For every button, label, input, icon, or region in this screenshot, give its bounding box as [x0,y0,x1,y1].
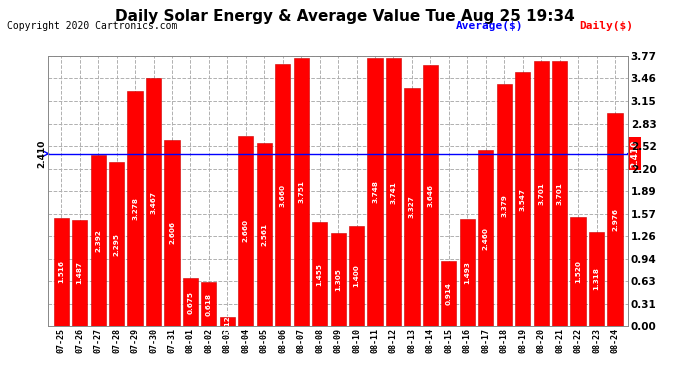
Text: 2.410: 2.410 [630,140,639,168]
Text: 2.392: 2.392 [95,229,101,252]
Bar [164,140,179,326]
Bar [571,217,586,326]
Text: 0.675: 0.675 [188,291,193,314]
Text: 1.516: 1.516 [58,261,64,284]
Bar [423,65,438,326]
Text: 3.741: 3.741 [391,181,397,204]
Bar [515,72,530,326]
Bar [220,318,235,326]
Bar [238,136,253,326]
Text: 3.467: 3.467 [150,190,157,213]
Bar [183,278,198,326]
Text: 2.561: 2.561 [262,223,267,246]
Bar [201,282,217,326]
Text: 1.318: 1.318 [593,268,600,291]
Text: 1.455: 1.455 [317,262,323,286]
Bar [404,88,420,326]
Bar [312,222,327,326]
Bar [349,226,364,326]
Bar [109,162,124,326]
Text: 3.278: 3.278 [132,197,138,220]
Text: 3.379: 3.379 [501,194,507,217]
Text: Average($): Average($) [455,21,523,31]
Text: 3.701: 3.701 [557,182,562,205]
Text: 0.914: 0.914 [446,282,452,305]
Text: 1.487: 1.487 [77,262,83,285]
Bar [552,61,567,326]
Text: 2.410: 2.410 [37,140,46,168]
Text: Copyright 2020 Cartronics.com: Copyright 2020 Cartronics.com [7,21,177,31]
Bar [54,217,69,326]
Text: 2.660: 2.660 [243,219,249,243]
Text: 1.493: 1.493 [464,261,471,284]
Text: 2.295: 2.295 [114,232,119,256]
Bar [72,220,87,326]
Text: 3.547: 3.547 [520,188,526,211]
Text: Daily($): Daily($) [580,21,633,31]
Bar [257,143,272,326]
Bar [128,92,143,326]
Text: 0.618: 0.618 [206,292,212,316]
Text: 3.646: 3.646 [427,184,433,207]
Text: 1.520: 1.520 [575,260,581,283]
Bar [442,261,456,326]
Text: Daily Solar Energy & Average Value Tue Aug 25 19:34: Daily Solar Energy & Average Value Tue A… [115,9,575,24]
Bar [589,232,604,326]
Bar [497,84,512,326]
Text: 0.123: 0.123 [224,310,230,333]
Text: 3.660: 3.660 [279,184,286,207]
Text: 3.701: 3.701 [538,182,544,205]
Bar [275,64,290,326]
Bar [294,58,308,326]
Bar [146,78,161,326]
Text: 2.460: 2.460 [483,227,489,250]
Text: 2.976: 2.976 [612,208,618,231]
Bar [607,113,622,326]
Text: 3.751: 3.751 [298,180,304,203]
Text: 1.400: 1.400 [353,265,359,288]
Bar [90,155,106,326]
Text: 2.606: 2.606 [169,221,175,245]
Bar [368,58,382,326]
Bar [478,150,493,326]
Text: 3.327: 3.327 [409,196,415,219]
Bar [386,58,401,326]
Bar [331,233,346,326]
Text: 3.748: 3.748 [372,181,378,204]
Text: 1.305: 1.305 [335,268,341,291]
Bar [460,219,475,326]
Bar [533,61,549,326]
